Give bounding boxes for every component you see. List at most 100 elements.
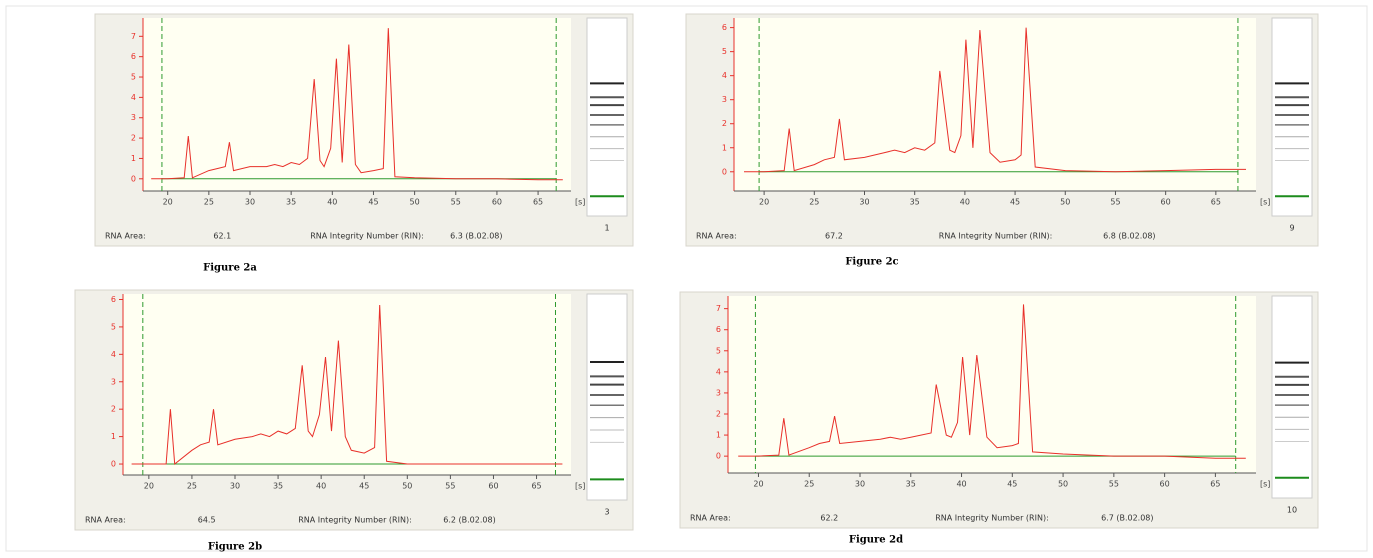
figure-caption: Figure 2d xyxy=(849,535,903,546)
area-value: 62.1 xyxy=(213,232,231,241)
x-tick-label: 40 xyxy=(327,198,337,207)
rin-value: 6.7 (B.02.08) xyxy=(1101,514,1153,523)
y-tick-label: 7 xyxy=(131,32,136,41)
y-tick-label: 0 xyxy=(722,167,727,176)
area-value: 62.2 xyxy=(820,514,838,523)
y-tick-label: 0 xyxy=(716,452,721,461)
x-tick-label: 25 xyxy=(187,482,197,491)
x-tick-label: 50 xyxy=(410,198,420,207)
y-tick-label: 1 xyxy=(131,154,136,163)
rin-label: RNA Integrity Number (RIN): xyxy=(939,232,1053,241)
lane-number: 1 xyxy=(604,224,609,233)
y-tick-label: 4 xyxy=(131,93,136,102)
x-tick-label: 45 xyxy=(1007,480,1017,489)
x-tick-label: 60 xyxy=(492,198,502,207)
area-label: RNA Area: xyxy=(105,232,146,241)
y-tick-label: 7 xyxy=(716,304,721,313)
y-tick-label: 3 xyxy=(716,388,721,397)
y-tick-label: 2 xyxy=(131,134,136,143)
x-tick-label: 35 xyxy=(910,198,920,207)
area-label: RNA Area: xyxy=(696,232,737,241)
x-unit: [s] xyxy=(575,198,585,207)
x-tick-label: 30 xyxy=(230,482,240,491)
x-tick-label: 50 xyxy=(1058,480,1068,489)
rin-label: RNA Integrity Number (RIN): xyxy=(935,514,1049,523)
figure-caption: Figure 2b xyxy=(208,542,262,553)
x-tick-label: 65 xyxy=(531,482,541,491)
x-tick-label: 25 xyxy=(204,198,214,207)
y-tick-label: 4 xyxy=(111,350,116,359)
y-tick-label: 1 xyxy=(716,431,721,440)
x-tick-label: 50 xyxy=(402,482,412,491)
x-unit: [s] xyxy=(575,482,585,491)
plot-area xyxy=(123,294,571,475)
x-unit: [s] xyxy=(1260,198,1270,207)
area-value: 67.2 xyxy=(825,232,843,241)
x-tick-label: 35 xyxy=(286,198,296,207)
y-tick-label: 2 xyxy=(722,119,727,128)
x-tick-label: 20 xyxy=(163,198,173,207)
y-tick-label: 3 xyxy=(111,377,116,386)
y-tick-label: 0 xyxy=(131,174,136,183)
x-tick-label: 60 xyxy=(488,482,498,491)
rin-value: 6.2 (B.02.08) xyxy=(443,516,495,525)
area-value: 64.5 xyxy=(198,516,216,525)
y-tick-label: 3 xyxy=(722,95,727,104)
x-tick-label: 60 xyxy=(1160,480,1170,489)
figure: 0123456720253035404550556065[s]1RNA Area… xyxy=(0,0,1373,554)
x-tick-label: 65 xyxy=(1210,480,1220,489)
x-tick-label: 45 xyxy=(359,482,369,491)
y-tick-label: 1 xyxy=(111,432,116,441)
area-label: RNA Area: xyxy=(690,514,731,523)
y-tick-label: 6 xyxy=(111,295,116,304)
y-tick-label: 5 xyxy=(722,47,727,56)
x-tick-label: 65 xyxy=(1211,198,1221,207)
x-tick-label: 40 xyxy=(956,480,966,489)
x-tick-label: 55 xyxy=(451,198,461,207)
gel-lane xyxy=(1272,18,1312,216)
x-tick-label: 40 xyxy=(316,482,326,491)
y-tick-label: 2 xyxy=(111,405,116,414)
rin-value: 6.8 (B.02.08) xyxy=(1103,232,1155,241)
x-tick-label: 45 xyxy=(368,198,378,207)
lane-number: 3 xyxy=(604,508,609,517)
x-tick-label: 45 xyxy=(1010,198,1020,207)
y-tick-label: 3 xyxy=(131,113,136,122)
x-tick-label: 35 xyxy=(273,482,283,491)
y-tick-label: 5 xyxy=(111,322,116,331)
x-tick-label: 55 xyxy=(445,482,455,491)
x-tick-label: 55 xyxy=(1109,480,1119,489)
lane-number: 9 xyxy=(1289,224,1294,233)
x-tick-label: 60 xyxy=(1161,198,1171,207)
figure-caption: Figure 2a xyxy=(203,263,257,274)
x-tick-label: 50 xyxy=(1060,198,1070,207)
rin-value: 6.3 (B.02.08) xyxy=(450,232,502,241)
x-unit: [s] xyxy=(1260,480,1270,489)
gel-lane xyxy=(587,18,627,216)
x-tick-label: 35 xyxy=(906,480,916,489)
y-tick-label: 6 xyxy=(131,52,136,61)
rin-label: RNA Integrity Number (RIN): xyxy=(310,232,424,241)
y-tick-label: 5 xyxy=(716,346,721,355)
x-tick-label: 20 xyxy=(753,480,763,489)
y-tick-label: 4 xyxy=(722,71,727,80)
x-tick-label: 25 xyxy=(809,198,819,207)
y-tick-label: 6 xyxy=(716,325,721,334)
x-tick-label: 30 xyxy=(855,480,865,489)
y-tick-label: 5 xyxy=(131,73,136,82)
y-tick-label: 4 xyxy=(716,367,721,376)
x-tick-label: 30 xyxy=(859,198,869,207)
area-label: RNA Area: xyxy=(85,516,126,525)
x-tick-label: 65 xyxy=(533,198,543,207)
x-tick-label: 20 xyxy=(144,482,154,491)
gel-lane xyxy=(1272,296,1312,498)
x-tick-label: 30 xyxy=(245,198,255,207)
x-tick-label: 40 xyxy=(960,198,970,207)
y-tick-label: 0 xyxy=(111,460,116,469)
plot-area xyxy=(143,18,571,191)
y-tick-label: 2 xyxy=(716,410,721,419)
y-tick-label: 1 xyxy=(722,143,727,152)
plot-area xyxy=(728,296,1256,473)
x-tick-label: 25 xyxy=(804,480,814,489)
rin-label: RNA Integrity Number (RIN): xyxy=(298,516,412,525)
